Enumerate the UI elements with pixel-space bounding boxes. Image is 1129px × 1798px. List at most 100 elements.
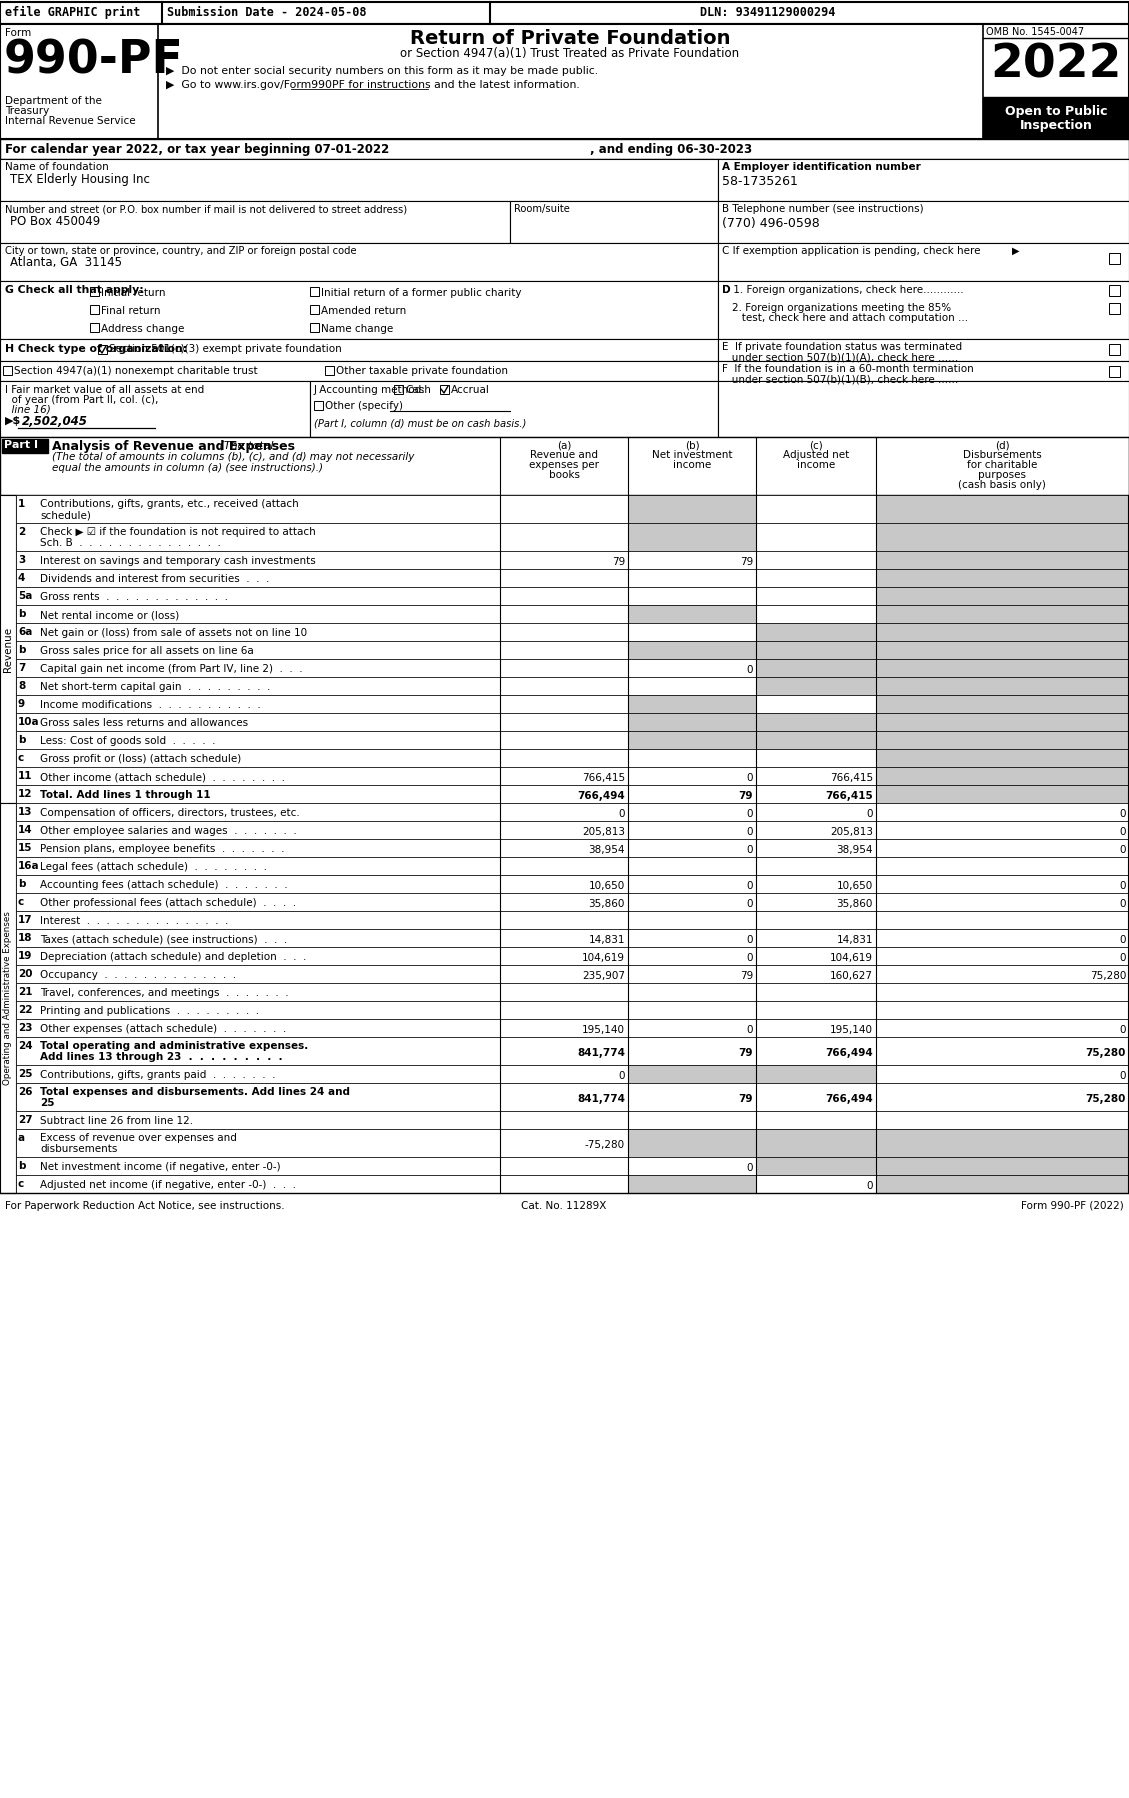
Bar [3, 367, 12, 376]
Bar [718, 201, 1129, 243]
Text: Room/suite: Room/suite [514, 203, 570, 214]
Text: Disbursements: Disbursements [963, 450, 1041, 460]
Bar [876, 876, 1129, 894]
Bar [628, 642, 756, 660]
Text: 766,494: 766,494 [577, 791, 625, 800]
Bar [876, 750, 1129, 768]
Bar [876, 912, 1129, 930]
Text: 104,619: 104,619 [583, 953, 625, 964]
Text: (d): (d) [995, 441, 1009, 450]
Text: Net investment income (if negative, enter -0-): Net investment income (if negative, ente… [40, 1162, 281, 1172]
Text: I Fair market value of all assets at end: I Fair market value of all assets at end [5, 385, 204, 396]
Text: H Check type of organization:: H Check type of organization: [5, 343, 187, 354]
Text: 0: 0 [1120, 827, 1126, 838]
Bar [756, 604, 876, 622]
Bar [500, 1111, 628, 1129]
Text: Other professional fees (attach schedule)  .  .  .  .: Other professional fees (attach schedule… [40, 897, 296, 908]
Bar [718, 243, 1129, 280]
Text: Initial return of a former public charity: Initial return of a former public charit… [321, 288, 522, 298]
Bar [500, 1129, 628, 1156]
Text: 17: 17 [18, 915, 33, 924]
Text: Form 990-PF (2022): Form 990-PF (2022) [1022, 1201, 1124, 1212]
Bar [500, 523, 628, 550]
Bar [876, 1111, 1129, 1129]
Text: 75,280: 75,280 [1086, 1093, 1126, 1104]
Text: Dividends and interest from securities  .  .  .: Dividends and interest from securities .… [40, 574, 270, 584]
Bar [500, 840, 628, 858]
Bar [756, 714, 876, 732]
Bar [876, 804, 1129, 822]
Text: 235,907: 235,907 [583, 971, 625, 982]
Bar [1109, 286, 1120, 297]
Bar [756, 966, 876, 984]
Bar [500, 966, 628, 984]
Bar [500, 1037, 628, 1064]
Text: 35,860: 35,860 [588, 899, 625, 910]
Text: Cat. No. 11289X: Cat. No. 11289X [522, 1201, 606, 1212]
Bar [16, 1082, 500, 1111]
Bar [500, 550, 628, 568]
Text: 14,831: 14,831 [588, 935, 625, 946]
Text: efile GRAPHIC print: efile GRAPHIC print [5, 5, 140, 20]
Bar [628, 696, 756, 714]
Bar [628, 804, 756, 822]
Bar [1109, 254, 1120, 264]
Bar [16, 786, 500, 804]
Bar [756, 1176, 876, 1194]
Text: OMB No. 1545-0047: OMB No. 1545-0047 [986, 27, 1084, 38]
Text: under section 507(b)(1)(A), check here ......: under section 507(b)(1)(A), check here .… [723, 352, 959, 361]
Text: disbursements: disbursements [40, 1144, 117, 1154]
Bar [628, 786, 756, 804]
Bar [0, 23, 1129, 138]
Text: 0: 0 [1120, 1025, 1126, 1036]
Text: Revenue and: Revenue and [530, 450, 598, 460]
Text: Accrual: Accrual [450, 385, 490, 396]
Text: purposes: purposes [978, 469, 1026, 480]
Bar [0, 381, 310, 437]
Text: c: c [18, 1179, 24, 1188]
Text: Total expenses and disbursements. Add lines 24 and: Total expenses and disbursements. Add li… [40, 1088, 350, 1097]
Text: 79: 79 [739, 557, 753, 566]
Text: 21: 21 [18, 987, 33, 998]
Text: Net short-term capital gain  .  .  .  .  .  .  .  .  .: Net short-term capital gain . . . . . . … [40, 681, 270, 692]
Bar [628, 984, 756, 1001]
Text: F  If the foundation is in a 60-month termination: F If the foundation is in a 60-month ter… [723, 363, 973, 374]
Bar [0, 138, 1129, 158]
Text: 195,140: 195,140 [830, 1025, 873, 1036]
Text: 0: 0 [746, 1025, 753, 1036]
Text: Adjusted net: Adjusted net [782, 450, 849, 460]
Bar [16, 912, 500, 930]
Bar [876, 894, 1129, 912]
Text: (The total: (The total [216, 441, 273, 450]
Bar [756, 550, 876, 568]
Text: 160,627: 160,627 [830, 971, 873, 982]
Text: Submission Date - 2024-05-08: Submission Date - 2024-05-08 [167, 5, 367, 20]
Bar [16, 714, 500, 732]
Text: ▶  Do not enter social security numbers on this form as it may be made public.: ▶ Do not enter social security numbers o… [166, 67, 598, 76]
Bar [756, 732, 876, 750]
Bar [628, 768, 756, 786]
Text: 0: 0 [746, 809, 753, 820]
Text: Travel, conferences, and meetings  .  .  .  .  .  .  .: Travel, conferences, and meetings . . . … [40, 987, 289, 998]
Bar [500, 804, 628, 822]
Bar [500, 948, 628, 966]
Bar [718, 340, 1129, 361]
Text: 10a: 10a [18, 717, 40, 726]
Bar [628, 948, 756, 966]
Text: b: b [18, 645, 26, 654]
Text: 841,774: 841,774 [577, 1048, 625, 1057]
Bar [628, 660, 756, 678]
Bar [756, 840, 876, 858]
Text: 10,650: 10,650 [837, 881, 873, 892]
Bar [500, 768, 628, 786]
Text: b: b [18, 610, 26, 619]
Text: 7: 7 [18, 663, 25, 672]
Text: Contributions, gifts, grants paid  .  .  .  .  .  .  .: Contributions, gifts, grants paid . . . … [40, 1070, 275, 1081]
Text: 1: 1 [18, 500, 25, 509]
Text: Contributions, gifts, grants, etc., received (attach: Contributions, gifts, grants, etc., rece… [40, 500, 299, 509]
Text: 0: 0 [746, 773, 753, 782]
Bar [983, 97, 1129, 138]
Text: (b): (b) [684, 441, 699, 450]
Text: 0: 0 [746, 899, 753, 910]
Bar [500, 1019, 628, 1037]
